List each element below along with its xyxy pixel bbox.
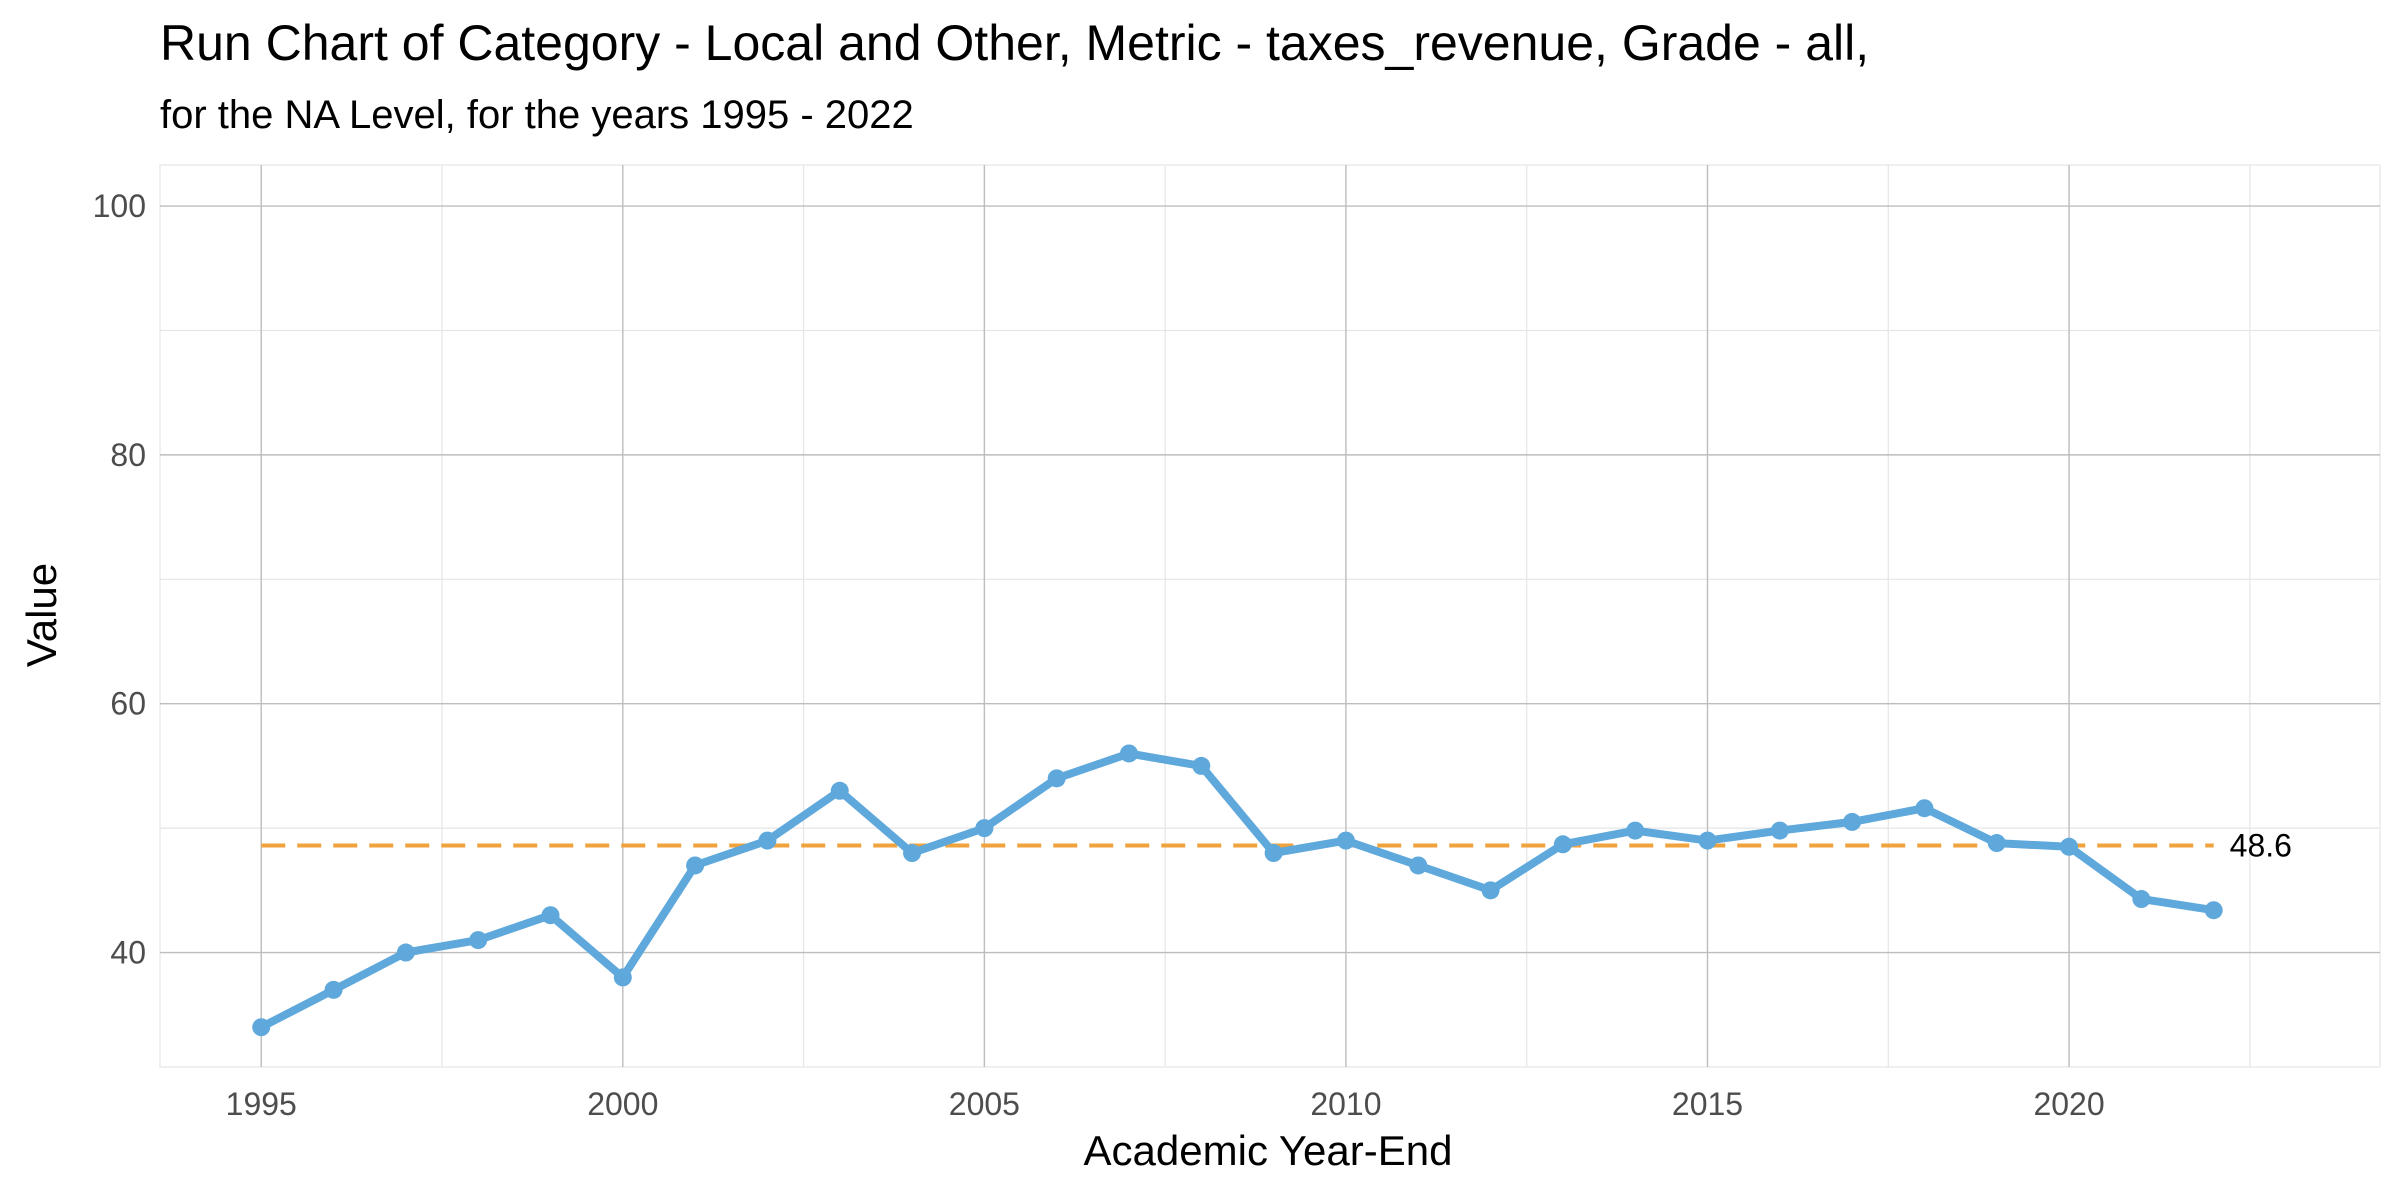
data-point [1047, 769, 1066, 788]
data-point [469, 931, 488, 950]
data-point [1192, 756, 1211, 775]
data-point [1553, 835, 1572, 854]
chart-subtitle: for the NA Level, for the years 1995 - 2… [160, 93, 914, 137]
y-tick-label: 80 [110, 437, 146, 473]
data-point [1987, 834, 2006, 853]
data-point [758, 831, 777, 850]
x-tick-label: 2020 [2033, 1086, 2104, 1122]
data-point [975, 819, 994, 838]
grid-layer [159, 164, 2381, 1068]
data-point [613, 968, 632, 987]
data-point [2204, 901, 2223, 920]
x-tick-label: 2000 [587, 1086, 658, 1122]
data-point [252, 1018, 271, 1037]
data-point [324, 980, 343, 999]
data-point [2132, 890, 2151, 909]
x-tick-label: 1995 [226, 1086, 297, 1122]
data-point [1915, 799, 1934, 818]
x-axis-title: Academic Year-End [1084, 1127, 1453, 1174]
x-tick-label: 2010 [1310, 1086, 1381, 1122]
y-tick-label: 40 [110, 935, 146, 971]
axis-layer: 1995 2000 2005 2010 2015 2020 40 60 80 100 [93, 188, 2105, 1122]
y-tick-label: 100 [93, 188, 146, 224]
data-point [1409, 856, 1428, 875]
data-point [1336, 831, 1355, 850]
data-point [1698, 831, 1717, 850]
data-point [1119, 744, 1138, 763]
plot-panel-border [159, 164, 2381, 1068]
data-point [830, 781, 849, 800]
series-layer [252, 744, 2223, 1037]
mean-reference-label: 48.6 [2230, 828, 2292, 864]
y-tick-label: 60 [110, 686, 146, 722]
reference-layer: 48.6 [261, 828, 2292, 864]
data-point [1481, 881, 1500, 900]
data-point [1626, 821, 1645, 840]
data-point [396, 943, 415, 962]
series-line [257, 749, 2218, 1032]
y-axis-title: Value [18, 563, 65, 667]
data-point [2060, 837, 2079, 856]
data-point [541, 906, 560, 925]
data-point [686, 856, 705, 875]
data-point [903, 844, 922, 863]
x-tick-label: 2015 [1672, 1086, 1743, 1122]
data-point [1770, 821, 1789, 840]
x-tick-label: 2005 [949, 1086, 1020, 1122]
chart-title: Run Chart of Category - Local and Other,… [160, 15, 1869, 71]
data-point [1843, 812, 1862, 831]
data-point [1264, 844, 1283, 863]
